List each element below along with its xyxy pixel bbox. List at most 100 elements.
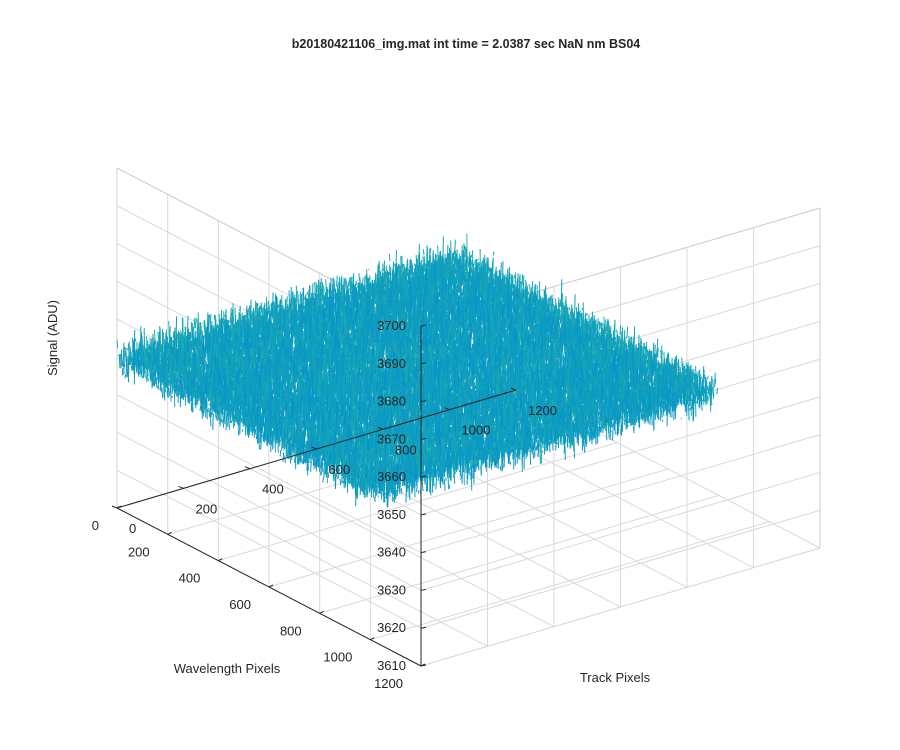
surface-strand xyxy=(400,488,403,494)
surface-strand xyxy=(630,379,633,383)
surface-strand xyxy=(433,444,435,449)
surface-strand xyxy=(516,416,518,430)
surface-strand xyxy=(507,430,509,435)
surface-strand xyxy=(366,470,369,477)
surface-strand xyxy=(639,387,641,399)
surface-strand xyxy=(451,447,453,455)
surface-strand xyxy=(448,449,451,468)
surface-strand xyxy=(361,463,363,470)
surface-strand xyxy=(399,488,401,495)
surface-strand xyxy=(407,474,410,480)
surface-strand xyxy=(614,419,616,431)
surface-strand xyxy=(704,379,707,397)
surface-strand xyxy=(641,409,643,420)
surface-strand xyxy=(511,449,513,453)
surface-strand xyxy=(362,470,365,484)
surface-strand xyxy=(668,366,670,381)
surface-strand xyxy=(452,449,455,455)
surface-strand xyxy=(706,380,708,404)
surface-strand xyxy=(524,406,526,419)
surface-strand xyxy=(700,379,702,406)
surface-strand xyxy=(714,372,716,388)
surface-strand xyxy=(543,421,545,424)
surface-strand xyxy=(592,425,595,431)
surface-strand xyxy=(659,402,661,406)
surface-strand xyxy=(671,365,673,370)
surface-strand xyxy=(440,458,443,464)
surface-strand xyxy=(707,395,709,401)
surface-strand xyxy=(515,435,517,445)
surface-strand xyxy=(586,425,588,429)
surface-strand xyxy=(680,375,682,388)
surface-strand xyxy=(660,362,663,373)
surface-strand xyxy=(716,387,718,395)
surface-strand xyxy=(411,479,414,487)
surface-strand xyxy=(458,446,460,454)
surface-strand xyxy=(527,420,530,439)
surface-strand xyxy=(597,409,600,416)
surface-strand xyxy=(421,483,424,492)
surface-strand xyxy=(502,413,504,430)
surface-strand xyxy=(518,429,521,435)
surface-strand xyxy=(693,395,695,421)
surface-strand xyxy=(677,364,680,386)
surface-strand xyxy=(494,449,497,457)
surface-strand xyxy=(688,403,690,421)
surface-strand xyxy=(593,410,596,415)
surface-strand xyxy=(497,420,500,430)
surface-strand xyxy=(657,374,660,382)
surface-strand xyxy=(705,398,708,402)
surface-strand xyxy=(576,404,578,417)
surface-strand xyxy=(445,477,447,481)
surface-strand xyxy=(597,404,599,409)
surface-strand xyxy=(359,477,362,487)
surface-strand xyxy=(446,447,448,471)
surface-strand xyxy=(578,420,581,427)
surface-mesh xyxy=(116,233,718,508)
surface-strand xyxy=(712,379,714,399)
surface-strand xyxy=(692,377,694,384)
surface-strand xyxy=(604,407,607,416)
surface-strand xyxy=(367,466,370,472)
surface-strand xyxy=(448,423,451,449)
surface-strand xyxy=(695,384,698,392)
surface-strand xyxy=(416,475,418,480)
surface-strand xyxy=(545,419,547,429)
surface-strand xyxy=(673,367,675,382)
surface-strand xyxy=(426,454,429,463)
surface-strand xyxy=(462,452,465,460)
surface-strand xyxy=(569,406,571,423)
surface-strand xyxy=(699,379,701,386)
surface-strand xyxy=(664,377,666,390)
surface-strand xyxy=(689,388,691,396)
surface-strand xyxy=(674,358,677,381)
surface-strand xyxy=(454,456,456,465)
surface-strand xyxy=(649,397,652,404)
surface-strand xyxy=(661,410,663,418)
surface-strand xyxy=(560,410,563,413)
surface-strand xyxy=(585,422,587,426)
surface-strand xyxy=(539,444,542,447)
surface-strand xyxy=(660,387,662,395)
surface-strand xyxy=(441,452,444,455)
surface-strand xyxy=(494,461,496,465)
surface-strand xyxy=(563,419,565,429)
surface-strand xyxy=(681,396,684,399)
surface-strand xyxy=(373,473,376,476)
surface-strand xyxy=(500,436,502,450)
surface-strand xyxy=(609,398,612,401)
surface-strand xyxy=(644,381,646,386)
surface-strand xyxy=(680,387,682,397)
surface-strand xyxy=(536,444,538,451)
surface-strand xyxy=(463,458,465,472)
surface-strand xyxy=(711,387,713,396)
surface-strand xyxy=(572,422,575,439)
surface-strand xyxy=(659,363,661,382)
surface-strand xyxy=(678,368,680,371)
surface-strand xyxy=(391,456,393,460)
surface-strand xyxy=(509,461,512,465)
surface-strand xyxy=(588,431,591,442)
surface-strand xyxy=(600,427,602,433)
surface-strand xyxy=(654,401,656,420)
surface-strand xyxy=(702,399,704,402)
